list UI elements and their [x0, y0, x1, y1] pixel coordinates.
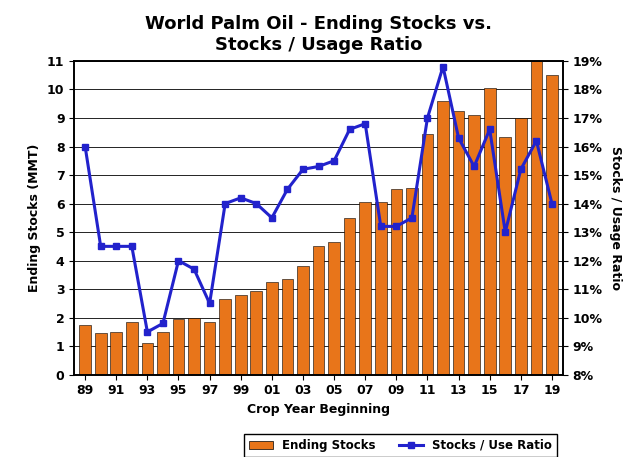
Stocks / Use Ratio [128, 244, 136, 249]
Bar [188, 318, 200, 375]
Y-axis label: Stocks / Usage Ratio: Stocks / Usage Ratio [609, 146, 622, 290]
Bar [515, 118, 527, 375]
Stocks / Use Ratio [455, 135, 462, 141]
Bar [359, 202, 371, 375]
Bar [95, 333, 106, 375]
Stocks / Use Ratio [330, 158, 338, 164]
Bar [531, 61, 542, 375]
Bar [375, 202, 387, 375]
Bar [157, 332, 169, 375]
Stocks / Use Ratio [206, 301, 213, 306]
Stocks / Use Ratio [408, 215, 416, 221]
Stocks / Use Ratio [221, 201, 229, 206]
Stocks / Use Ratio [517, 167, 525, 172]
Bar [266, 282, 278, 375]
Stocks / Use Ratio [190, 266, 198, 272]
Bar [79, 325, 91, 375]
Stocks / Use Ratio [548, 201, 555, 206]
Bar [437, 101, 449, 375]
Stocks / Use Ratio [175, 258, 182, 263]
Stocks / Use Ratio [299, 167, 307, 172]
Legend: Ending Stocks, Stocks / Use Ratio: Ending Stocks, Stocks / Use Ratio [245, 434, 557, 457]
Bar [282, 279, 293, 375]
Stocks / Use Ratio [377, 223, 385, 229]
Bar [219, 299, 231, 375]
Stocks / Use Ratio [392, 223, 400, 229]
Title: World Palm Oil - Ending Stocks vs.
Stocks / Usage Ratio: World Palm Oil - Ending Stocks vs. Stock… [145, 15, 492, 54]
Bar [453, 111, 464, 375]
Stocks / Use Ratio [533, 138, 540, 143]
Stocks / Use Ratio [143, 329, 151, 335]
Stocks / Use Ratio [268, 215, 276, 221]
Bar [235, 295, 247, 375]
Stocks / Use Ratio [315, 164, 322, 169]
Bar [204, 322, 215, 375]
Bar [328, 242, 340, 375]
Stocks / Use Ratio [113, 244, 120, 249]
Stocks / Use Ratio [159, 321, 167, 326]
Bar [422, 133, 433, 375]
Bar [546, 75, 558, 375]
Bar [297, 266, 309, 375]
Stocks / Use Ratio [82, 144, 89, 149]
Bar [390, 189, 402, 375]
Line: Stocks / Use Ratio: Stocks / Use Ratio [82, 63, 555, 335]
Stocks / Use Ratio [346, 127, 354, 132]
Stocks / Use Ratio [486, 127, 494, 132]
Stocks / Use Ratio [424, 115, 431, 121]
Stocks / Use Ratio [439, 64, 447, 69]
Bar [344, 218, 355, 375]
Stocks / Use Ratio [501, 229, 509, 235]
Bar [173, 319, 184, 375]
Bar [141, 343, 154, 375]
Bar [110, 332, 122, 375]
Stocks / Use Ratio [252, 201, 260, 206]
Stocks / Use Ratio [470, 164, 478, 169]
Bar [126, 322, 138, 375]
Bar [484, 88, 496, 375]
Stocks / Use Ratio [361, 121, 369, 127]
Bar [468, 115, 480, 375]
Stocks / Use Ratio [237, 195, 245, 201]
Stocks / Use Ratio [97, 244, 104, 249]
Bar [313, 246, 324, 375]
Bar [406, 188, 418, 375]
Bar [250, 291, 262, 375]
Bar [499, 137, 511, 375]
Y-axis label: Ending Stocks (MMT): Ending Stocks (MMT) [29, 143, 41, 292]
Stocks / Use Ratio [283, 186, 291, 192]
X-axis label: Crop Year Beginning: Crop Year Beginning [247, 403, 390, 416]
